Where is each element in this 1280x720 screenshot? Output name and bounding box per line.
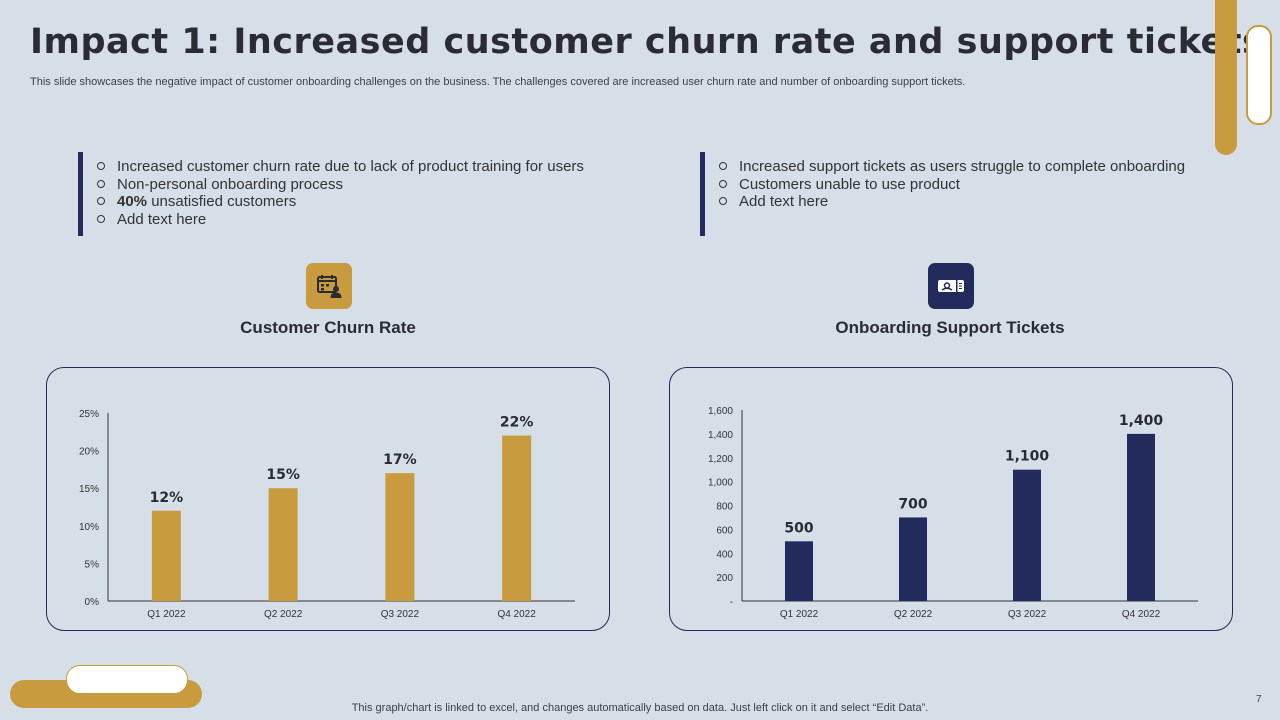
y-tick-label: 1,000: [708, 478, 733, 489]
y-tick-label: 25%: [79, 409, 99, 420]
y-tick-label: 15%: [79, 484, 99, 495]
x-tick-label: Q4 2022: [497, 609, 536, 620]
x-tick-label: Q3 2022: [1008, 609, 1047, 620]
churn-chart-panel: 0% 5% 10% 15% 20% 25% 12% Q1 2022 15% Q2 2022 17% Q…: [46, 367, 610, 631]
bar: [1127, 433, 1155, 601]
y-tick-label: 600: [716, 525, 733, 536]
page-title: Impact 1: Increased customer churn rate …: [30, 22, 1264, 62]
footer-note: This graph/chart is linked to excel, and…: [351, 702, 929, 714]
data-label: 500: [784, 520, 813, 536]
data-label: 17%: [383, 452, 417, 468]
x-tick-label: Q3 2022: [381, 609, 420, 620]
bullet-item: Non-personal onboarding process: [97, 176, 638, 194]
x-tick-label: Q2 2022: [264, 609, 303, 620]
decorative-white-pill-vertical: [1246, 25, 1272, 125]
x-tick-label: Q2 2022: [894, 609, 933, 620]
bullet-highlight: 40%: [117, 193, 148, 210]
bullet-item: Increased customer churn rate due to lac…: [97, 158, 638, 176]
data-label: 700: [898, 496, 927, 512]
bullet-item: Increased support tickets as users strug…: [719, 158, 1220, 176]
bar: [1013, 469, 1041, 601]
y-tick-label: 1,200: [708, 454, 733, 465]
bullet-item: Customers unable to use product: [719, 176, 1220, 194]
bar: [268, 488, 298, 601]
data-label: 1,400: [1119, 413, 1164, 429]
page-subtitle: This slide showcases the negative impact…: [30, 76, 966, 88]
y-tick-label: 1,600: [708, 406, 733, 417]
data-label: 15%: [266, 467, 300, 483]
y-tick-label: 400: [716, 549, 733, 560]
y-tick-label: 1,400: [708, 430, 733, 441]
tickets-chart-panel: - 200 400 600 800 1,000 1,200 1,400 1,600 500 Q1 2…: [669, 367, 1233, 631]
bar: [899, 517, 927, 601]
decorative-gold-bar-vertical: [1215, 0, 1237, 155]
data-label: 22%: [500, 415, 534, 431]
y-tick-label: 0%: [85, 597, 100, 608]
churn-chart-title: Customer Churn Rate: [240, 318, 416, 337]
data-label: 12%: [150, 490, 184, 506]
ticket-icon: [928, 263, 974, 309]
data-label: 1,100: [1005, 449, 1050, 465]
bullet-item: Add text here: [97, 211, 638, 229]
bar: [151, 510, 181, 601]
x-tick-label: Q1 2022: [147, 609, 186, 620]
x-tick-label: Q1 2022: [780, 609, 819, 620]
tickets-chart-title: Onboarding Support Tickets: [835, 318, 1065, 337]
page-number: 7: [1256, 694, 1262, 705]
bar: [785, 541, 813, 601]
bar: [502, 435, 532, 601]
churn-rate-chart: 0% 5% 10% 15% 20% 25% 12% Q1 2022 15% Q2 2022 17% Q…: [79, 409, 575, 620]
x-tick-label: Q4 2022: [1122, 609, 1161, 620]
y-tick-label: 10%: [79, 522, 99, 533]
bar: [385, 473, 415, 601]
bullet-item: Add text here: [719, 193, 1220, 211]
y-tick-label: 800: [716, 502, 733, 513]
y-tick-label: 20%: [79, 447, 99, 458]
right-bullet-block: Increased support tickets as users strug…: [700, 152, 1220, 236]
left-bullet-block: Increased customer churn rate due to lac…: [78, 152, 638, 236]
calendar-user-icon: [306, 263, 352, 309]
bullet-item: 40% unsatisfied customers: [97, 193, 638, 211]
decorative-white-pill-horizontal: [66, 665, 188, 694]
support-tickets-chart: - 200 400 600 800 1,000 1,200 1,400 1,600 500 Q1 2…: [708, 406, 1198, 620]
y-tick-label: 200: [716, 573, 733, 584]
y-tick-label: -: [730, 597, 733, 608]
y-tick-label: 5%: [85, 559, 100, 570]
